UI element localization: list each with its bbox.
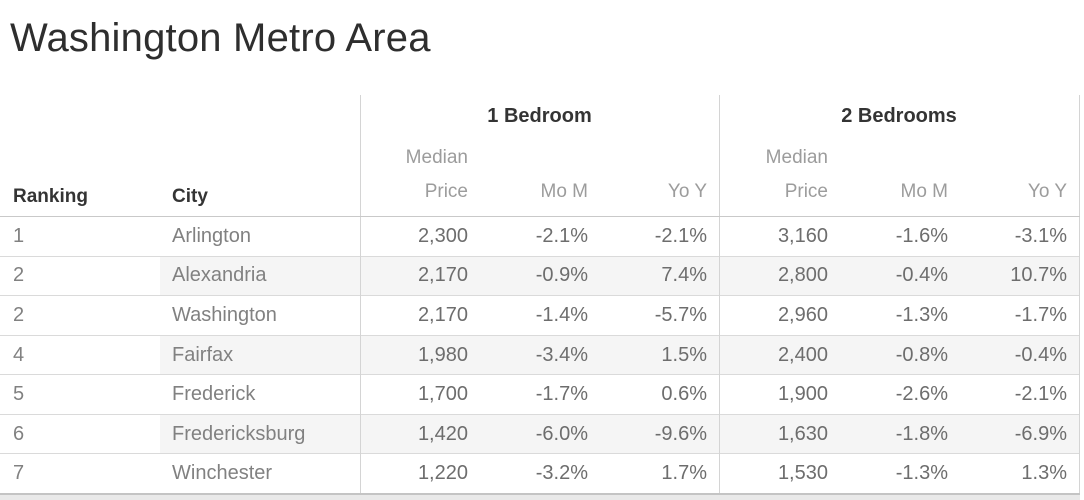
city-cell[interactable]: Arlington xyxy=(172,224,251,247)
table-body: 1 Arlington 2,300 -2.1% -2.1% 3,160 -1.6… xyxy=(0,217,1079,493)
page-title: Washington Metro Area xyxy=(10,16,431,60)
city-cell[interactable]: Winchester xyxy=(172,462,273,485)
section-divider xyxy=(719,95,720,493)
br1-yoy-cell[interactable]: 1.7% xyxy=(661,462,707,485)
br1-mom-cell[interactable]: -6.0% xyxy=(480,414,600,454)
city-cell[interactable]: Washington xyxy=(172,303,277,326)
br1-mom-cell[interactable]: -2.1% xyxy=(535,224,588,247)
city-cell[interactable]: Fredericksburg xyxy=(160,414,360,454)
table-row: 5 Frederick 1,700 -1.7% 0.6% 1,900 -2.6%… xyxy=(0,375,1079,415)
table-row: 4 Fairfax 1,980 -3.4% 1.5% 2,400 -0.8% -… xyxy=(0,335,1079,376)
br1-mom-cell[interactable]: -1.7% xyxy=(535,383,588,406)
br2-yoy-cell[interactable]: 1.3% xyxy=(1021,462,1067,485)
table-row: 2 Washington 2,170 -1.4% -5.7% 2,960 -1.… xyxy=(0,296,1079,336)
ranking-cell[interactable]: 6 xyxy=(13,422,25,445)
br2-mom-cell[interactable]: -1.3% xyxy=(895,303,948,326)
br1-yoy-cell[interactable]: -2.1% xyxy=(654,224,707,247)
ranking-cell[interactable]: 7 xyxy=(13,462,25,485)
br2-price-cell[interactable]: 2,800 xyxy=(719,256,840,296)
br2-yoy-cell[interactable]: -6.9% xyxy=(960,414,1079,454)
column-header-city[interactable]: City xyxy=(172,186,208,207)
column-header-1br-mom[interactable]: Mo M xyxy=(540,181,589,202)
br1-mom-cell[interactable]: -3.2% xyxy=(535,462,588,485)
br2-price-cell[interactable]: 3,160 xyxy=(777,224,828,247)
br2-price-cell[interactable]: 2,960 xyxy=(777,303,828,326)
ranking-cell[interactable]: 2 xyxy=(13,264,25,287)
br1-yoy-cell[interactable]: 7.4% xyxy=(600,256,719,296)
br2-yoy-cell[interactable]: -2.1% xyxy=(1014,383,1067,406)
city-cell[interactable]: Frederick xyxy=(172,383,256,406)
br2-mom-cell[interactable]: -1.8% xyxy=(840,414,960,454)
section-divider xyxy=(360,95,361,493)
br2-price-cell[interactable]: 1,900 xyxy=(777,383,828,406)
br2-yoy-cell[interactable]: 10.7% xyxy=(960,256,1079,296)
column-header-ranking[interactable]: Ranking xyxy=(13,186,88,207)
header-underline xyxy=(0,216,1080,217)
br1-price-cell[interactable]: 1,220 xyxy=(417,462,468,485)
br1-yoy-cell[interactable]: -5.7% xyxy=(654,303,707,326)
metro-rent-table: 1 Bedroom 2 Bedrooms Ranking City Median… xyxy=(0,95,1080,500)
column-header-1br-yoy[interactable]: Yo Y xyxy=(667,181,707,202)
br1-price-cell[interactable]: 1,420 xyxy=(360,414,480,454)
br2-mom-cell[interactable]: -0.8% xyxy=(840,335,960,375)
br2-price-cell[interactable]: 1,530 xyxy=(777,462,828,485)
br1-mom-cell[interactable]: -3.4% xyxy=(480,335,600,375)
table-header: 1 Bedroom 2 Bedrooms Ranking City Median… xyxy=(0,95,1079,216)
ranking-cell[interactable]: 4 xyxy=(13,343,25,366)
br1-price-cell[interactable]: 1,700 xyxy=(417,383,468,406)
br1-price-cell[interactable]: 2,170 xyxy=(417,303,468,326)
table-row: 7 Winchester 1,220 -3.2% 1.7% 1,530 -1.3… xyxy=(0,454,1079,493)
ranking-cell[interactable]: 2 xyxy=(13,303,25,326)
column-header-1br-median-price[interactable]: Median Price xyxy=(360,141,480,216)
city-cell[interactable]: Fairfax xyxy=(160,335,360,375)
column-header-label: Median Price xyxy=(405,147,468,202)
br2-yoy-cell[interactable]: -1.7% xyxy=(1014,303,1067,326)
column-header-2br-median-price[interactable]: Median Price xyxy=(719,141,840,216)
br2-mom-cell[interactable]: -2.6% xyxy=(895,383,948,406)
table-row: 1 Arlington 2,300 -2.1% -2.1% 3,160 -1.6… xyxy=(0,217,1079,257)
br2-yoy-cell[interactable]: -0.4% xyxy=(960,335,1079,375)
br2-mom-cell[interactable]: -0.4% xyxy=(840,256,960,296)
br1-mom-cell[interactable]: -0.9% xyxy=(480,256,600,296)
city-cell[interactable]: Alexandria xyxy=(160,256,360,296)
br1-yoy-cell[interactable]: 1.5% xyxy=(600,335,719,375)
column-header-2br-yoy[interactable]: Yo Y xyxy=(1027,181,1067,202)
partial-next-row xyxy=(0,495,1080,500)
ranking-cell[interactable]: 1 xyxy=(13,224,25,247)
br1-yoy-cell[interactable]: 0.6% xyxy=(661,383,707,406)
br1-price-cell[interactable]: 2,170 xyxy=(360,256,480,296)
header-spacer xyxy=(0,95,360,141)
column-header-2br-mom[interactable]: Mo M xyxy=(900,181,949,202)
table-right-border xyxy=(1079,95,1080,493)
br1-price-cell[interactable]: 2,300 xyxy=(417,224,468,247)
group-header-1-bedroom[interactable]: 1 Bedroom xyxy=(487,105,592,127)
table-bottom-border xyxy=(0,493,1080,495)
br2-mom-cell[interactable]: -1.6% xyxy=(895,224,948,247)
br1-yoy-cell[interactable]: -9.6% xyxy=(600,414,719,454)
br2-price-cell[interactable]: 2,400 xyxy=(719,335,840,375)
table-row: 2 Alexandria 2,170 -0.9% 7.4% 2,800 -0.4… xyxy=(0,256,1079,297)
column-header-label: Median Price xyxy=(765,147,828,202)
br2-yoy-cell[interactable]: -3.1% xyxy=(1014,224,1067,247)
br1-price-cell[interactable]: 1,980 xyxy=(360,335,480,375)
group-header-2-bedrooms[interactable]: 2 Bedrooms xyxy=(841,105,957,127)
br2-mom-cell[interactable]: -1.3% xyxy=(895,462,948,485)
br1-mom-cell[interactable]: -1.4% xyxy=(535,303,588,326)
table-row: 6 Fredericksburg 1,420 -6.0% -9.6% 1,630… xyxy=(0,414,1079,455)
br2-price-cell[interactable]: 1,630 xyxy=(719,414,840,454)
ranking-cell[interactable]: 5 xyxy=(13,383,25,406)
